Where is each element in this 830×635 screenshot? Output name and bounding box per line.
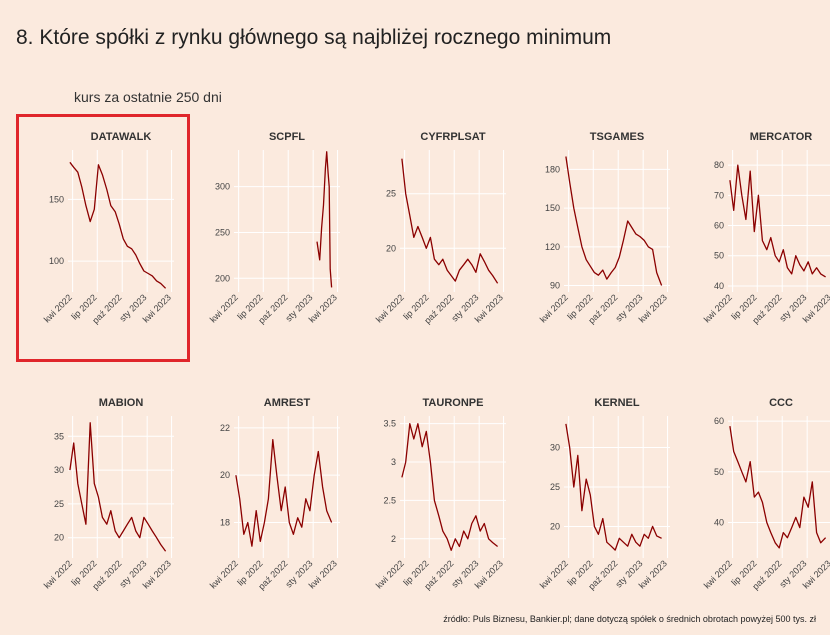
series-line — [565, 423, 662, 551]
y-tick-label: 50 — [714, 467, 724, 477]
x-tick-label: kwi 2022 — [702, 558, 734, 590]
chart-ccc: CCC 40 50 60 kwi 2022 lip 2022 paź 2022 sty 202… — [684, 388, 830, 628]
y-tick-label: 20 — [54, 533, 64, 543]
chart-title: MERCATOR — [750, 131, 813, 143]
y-tick-label: 150 — [49, 194, 64, 204]
y-tick-label: 60 — [714, 416, 724, 426]
x-tick-label: kwi 2022 — [42, 558, 74, 590]
x-tick-label: kwi 2022 — [374, 292, 406, 324]
series-line — [729, 164, 826, 278]
chart-title: SCPFL — [269, 131, 305, 143]
y-tick-label: 25 — [550, 482, 560, 492]
y-tick-label: 20 — [220, 470, 230, 480]
x-tick-label: kwi 2022 — [538, 558, 570, 590]
page-title: 8. Które spółki z rynku głównego są najb… — [16, 26, 612, 49]
chart-title: CCC — [769, 397, 793, 409]
y-tick-label: 80 — [714, 160, 724, 170]
chart-title: DATAWALK — [91, 131, 152, 143]
y-tick-label: 60 — [714, 221, 724, 231]
y-tick-label: 30 — [550, 443, 560, 453]
y-tick-label: 180 — [545, 164, 560, 174]
y-tick-label: 40 — [714, 518, 724, 528]
y-tick-label: 25 — [386, 189, 396, 199]
y-tick-label: 70 — [714, 190, 724, 200]
chart-title: MABION — [99, 397, 144, 409]
chart-title: KERNEL — [594, 397, 640, 409]
series-line — [316, 151, 333, 288]
y-tick-label: 300 — [215, 182, 230, 192]
x-tick-label: kwi 2022 — [538, 292, 570, 324]
chart-title: CYFRPLSAT — [420, 131, 485, 143]
y-tick-label: 250 — [215, 227, 230, 237]
y-tick-label: 100 — [49, 256, 64, 266]
y-tick-label: 3.5 — [383, 419, 396, 429]
source-note: źródło: Puls Biznesu, Bankier.pl; dane d… — [443, 614, 816, 624]
y-tick-label: 2.5 — [383, 495, 396, 505]
y-tick-label: 22 — [220, 423, 230, 433]
y-tick-label: 2 — [391, 534, 396, 544]
page-subtitle: kurs za ostatnie 250 dni — [74, 89, 222, 105]
chart-title: TAURONPE — [423, 397, 484, 409]
chart-tauronpe: TAURONPE 2 2.5 3 3.5 kwi 2022 lip 2022 paź 2022… — [356, 388, 516, 628]
series-line — [401, 158, 499, 284]
x-tick-label: kwi 2022 — [42, 292, 74, 324]
y-tick-label: 20 — [550, 521, 560, 531]
series-line — [729, 426, 827, 549]
y-tick-label: 150 — [545, 203, 560, 213]
chart-amrest: AMREST 18 20 22 kwi 2022 lip 2022 paź 2022 sty … — [190, 388, 350, 628]
y-tick-label: 25 — [54, 499, 64, 509]
chart-title: AMREST — [264, 397, 311, 409]
x-tick-label: kwi 2022 — [374, 558, 406, 590]
series-line — [69, 422, 167, 552]
chart-kernel: KERNEL 20 25 30 kwi 2022 lip 2022 paź 2022 sty … — [520, 388, 680, 628]
chart-cyfrplsat: CYFRPLSAT 20 25 kwi 2022 lip 2022 paź 2022 sty… — [356, 122, 516, 362]
highlight-frame — [16, 114, 190, 362]
y-tick-label: 35 — [54, 431, 64, 441]
y-tick-label: 20 — [386, 243, 396, 253]
y-tick-label: 90 — [550, 281, 560, 291]
y-tick-label: 18 — [220, 518, 230, 528]
x-tick-label: kwi 2022 — [702, 292, 734, 324]
series-line — [69, 161, 167, 289]
series-line — [235, 439, 333, 547]
series-line — [401, 423, 499, 551]
y-tick-label: 40 — [714, 281, 724, 291]
y-tick-label: 30 — [54, 465, 64, 475]
y-tick-label: 200 — [215, 273, 230, 283]
x-tick-label: kwi 2022 — [208, 558, 240, 590]
x-tick-label: kwi 2022 — [208, 292, 240, 324]
chart-tsgames: TSGAMES 90 120 150 180 kwi 2022 lip 2022 paź 20… — [520, 122, 680, 362]
chart-mercator: MERCATOR 40 50 60 70 80 kwi 2022 lip 2022 paź 20… — [684, 122, 830, 362]
y-tick-label: 50 — [714, 251, 724, 261]
y-tick-label: 3 — [391, 457, 396, 467]
chart-title: TSGAMES — [590, 131, 644, 143]
series-line — [565, 156, 663, 286]
y-tick-label: 120 — [545, 242, 560, 252]
